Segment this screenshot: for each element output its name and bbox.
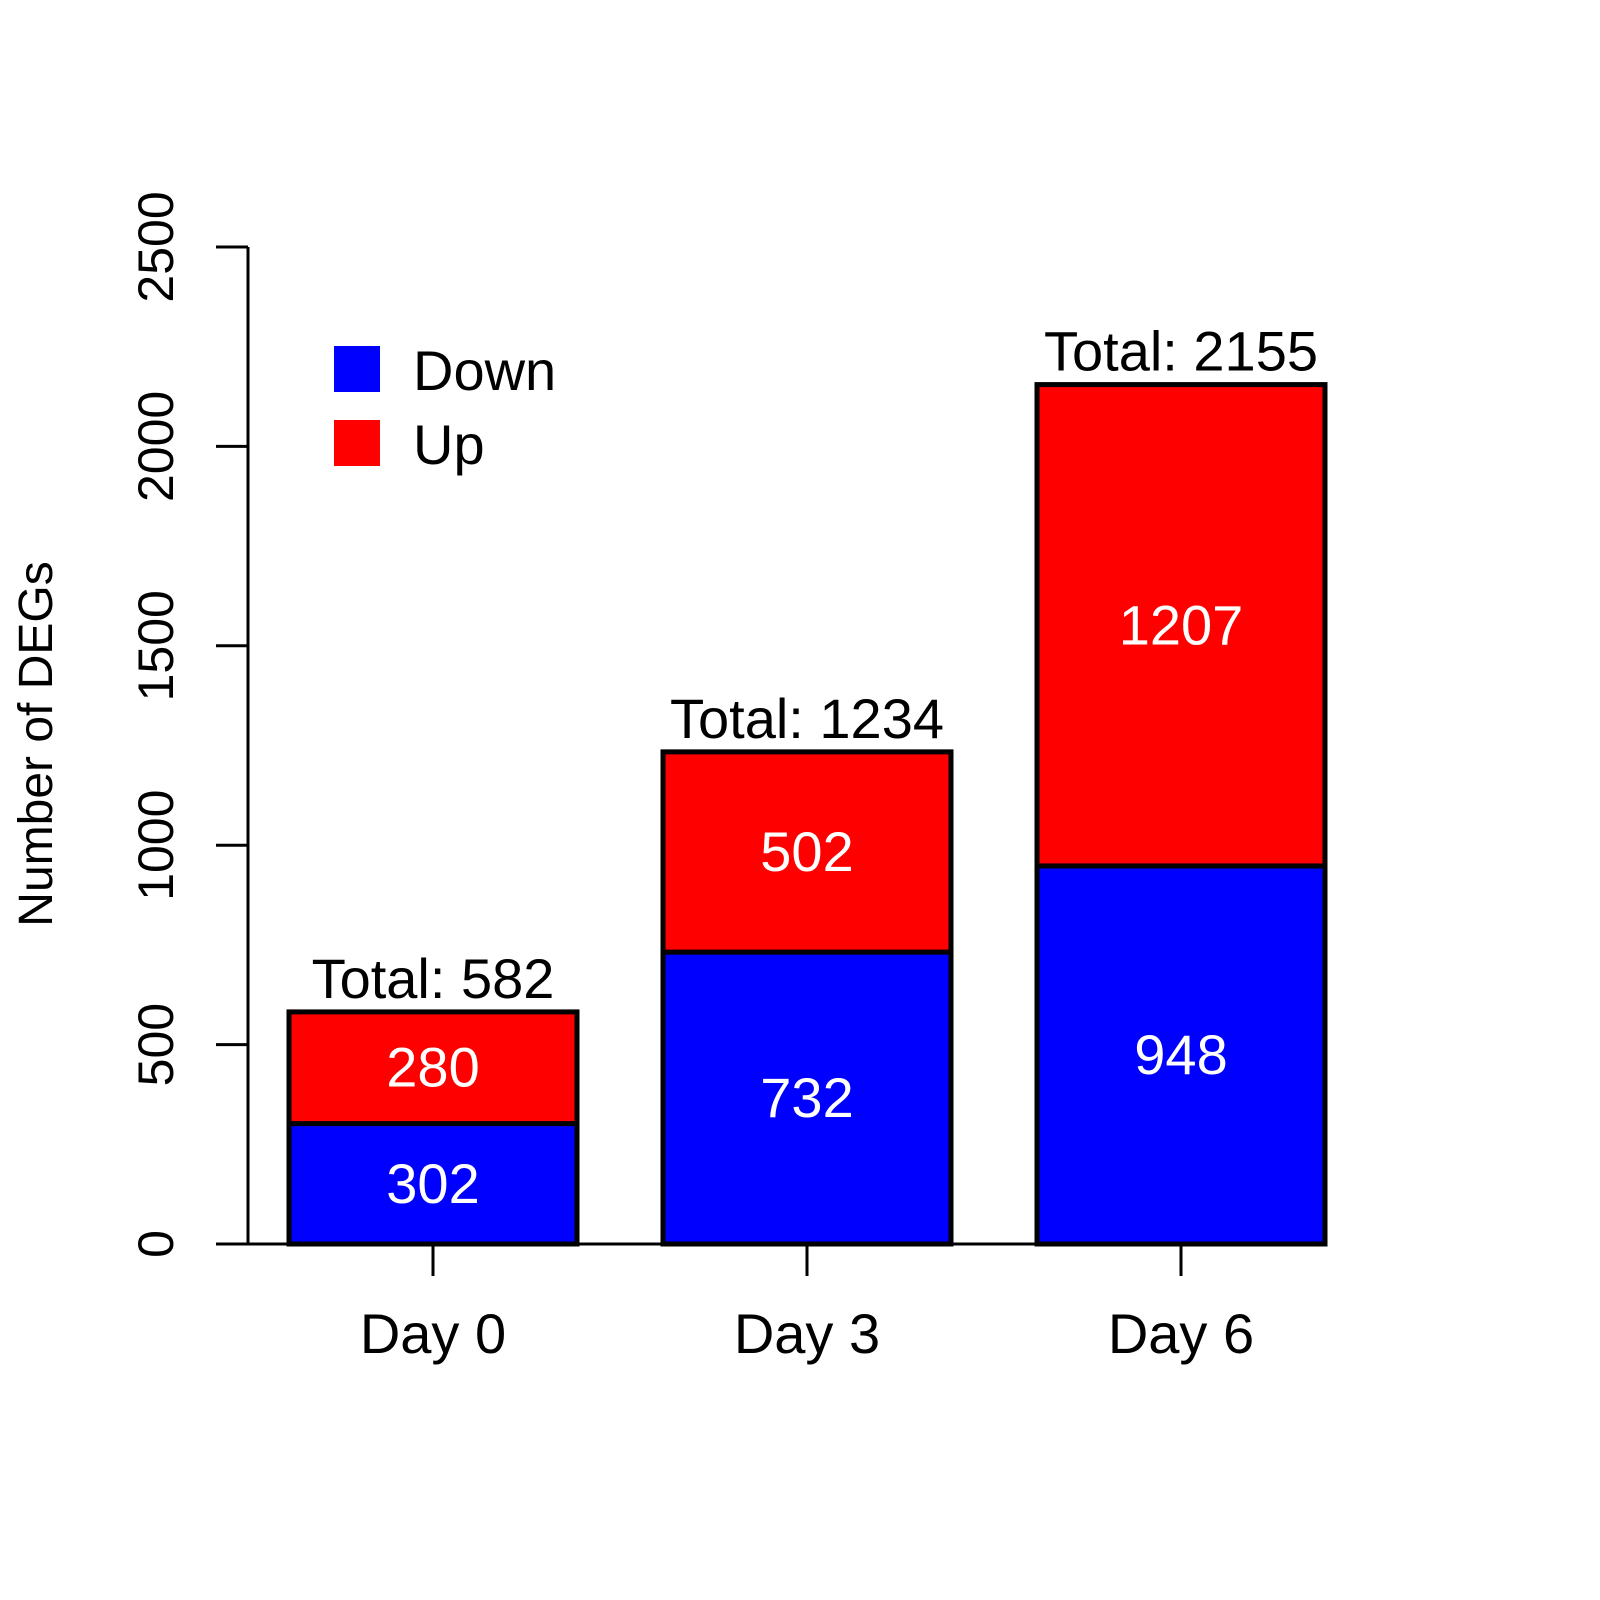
- bar-value-label: 948: [1134, 1023, 1227, 1086]
- bar-segment-up: [660, 749, 954, 955]
- y-tick-label: 2000: [128, 391, 184, 502]
- bar-segment-down: [1034, 863, 1328, 1247]
- legend-label-down: Down: [413, 339, 556, 402]
- bar-segment-up: [286, 1009, 580, 1127]
- y-tick-label: 1500: [128, 590, 184, 701]
- y-axis-label: Number of DEGs: [10, 561, 63, 926]
- bar-segment-down: [660, 949, 954, 1247]
- bar-value-label: 302: [386, 1152, 479, 1215]
- bar-value-label: 1207: [1119, 593, 1244, 656]
- x-tick-label: Day 3: [734, 1302, 880, 1365]
- bar-value-label: 502: [760, 820, 853, 883]
- y-tick-label: 2500: [128, 191, 184, 302]
- bar-total-label: Total: 582: [312, 947, 555, 1010]
- legend-label-up: Up: [413, 413, 485, 476]
- legend-swatch-up: [334, 420, 380, 466]
- y-tick-label: 500: [128, 1003, 184, 1086]
- bar-total-label: Total: 1234: [670, 687, 944, 750]
- legend: Down Up: [334, 339, 556, 476]
- bar-value-label: 280: [386, 1036, 479, 1099]
- x-axis-ticks: Day 0 Day 3 Day 6: [360, 1244, 1254, 1365]
- bar-segment-down: [286, 1121, 580, 1247]
- x-tick-label: Day 6: [1108, 1302, 1254, 1365]
- y-tick-label: 0: [128, 1230, 184, 1258]
- x-tick-label: Day 0: [360, 1302, 506, 1365]
- bar-total-label: Total: 2155: [1044, 320, 1318, 383]
- y-tick-label: 1000: [128, 790, 184, 901]
- bar-value-label: 732: [760, 1066, 853, 1129]
- legend-swatch-down: [334, 346, 380, 392]
- y-axis-ticks: 0 500 1000 1500 2000 2500: [128, 191, 248, 1258]
- bars-group: 302 280 Total: 582 732 502 Total: 1234 948 1207…: [286, 320, 1328, 1247]
- bar-segment-up: [1034, 382, 1328, 869]
